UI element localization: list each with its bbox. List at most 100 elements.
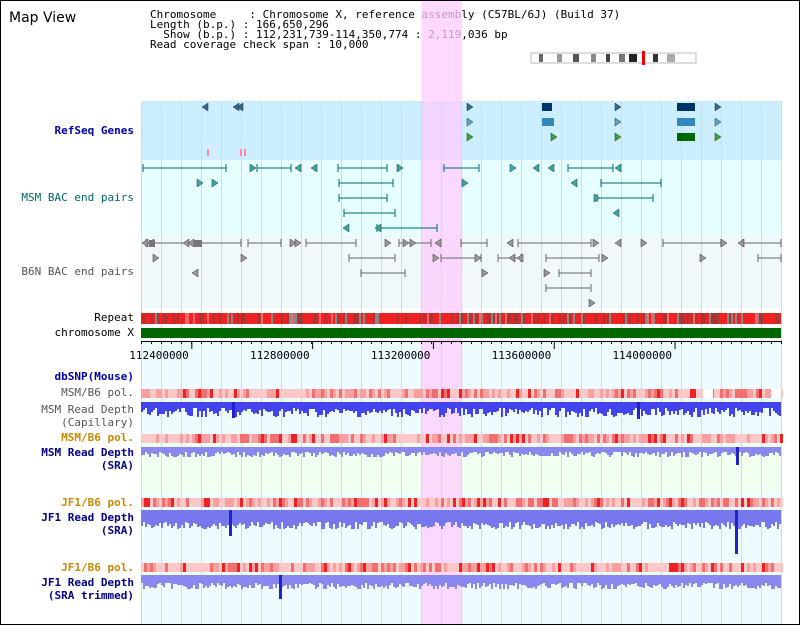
axis-tick-label: 114000000 xyxy=(612,349,672,362)
gene-arrow xyxy=(232,102,240,112)
b6n-bac-arrow xyxy=(402,238,410,248)
b6n-bac-arrow xyxy=(432,253,440,263)
gene-arrow xyxy=(714,102,722,112)
chromosome-ideogram xyxy=(530,51,697,65)
msm-bac-arrow xyxy=(342,223,350,233)
info-length: Length (b.p.) : 166,650,296 xyxy=(150,18,329,31)
gene-arrow xyxy=(236,102,244,112)
b6n-bac-arrow xyxy=(614,238,622,248)
track-label-msm-depth-cap-sub: (Capillary) xyxy=(61,416,134,429)
msm-bac-arrow xyxy=(294,163,302,173)
b6n-bac-arrow xyxy=(434,238,442,248)
track-label-jf1-b6-pol-2[interactable]: JF1/B6 pol. xyxy=(61,561,134,574)
msm-bac-arrow xyxy=(396,163,404,173)
info-coverage-span: Read coverage check span : 10,000 xyxy=(150,38,369,51)
msm-bac-arrow xyxy=(532,163,540,173)
gene-arrow xyxy=(714,117,722,127)
b6n-bac-arrow xyxy=(601,253,609,263)
track-label-jf1-depth-sub: (SRA) xyxy=(100,524,134,537)
b6n-bac-arrow xyxy=(737,238,745,248)
gene-arrow xyxy=(201,102,209,112)
b6n-bac-arrow xyxy=(543,268,551,278)
gene-arrow xyxy=(714,132,722,142)
pol-gap xyxy=(703,389,713,398)
track-label-chromosome[interactable]: chromosome X xyxy=(54,326,134,339)
ideogram-position-marker xyxy=(642,51,645,65)
msm-bac-arrow xyxy=(570,178,578,188)
axis-tick-label: 112800000 xyxy=(250,349,310,362)
ideogram-band xyxy=(619,54,625,62)
b6n-bac-arrow xyxy=(516,253,524,263)
ideogram-band xyxy=(539,54,543,62)
gene-block xyxy=(677,118,695,126)
gene-block xyxy=(677,103,695,111)
ideogram-band xyxy=(557,54,562,62)
gene-arrow xyxy=(614,132,622,142)
b6n-bac-arrow xyxy=(640,238,648,248)
track-label-repeat[interactable]: Repeat xyxy=(94,311,134,324)
b6n-bac-arrow xyxy=(240,253,248,263)
gene-tick xyxy=(207,149,209,156)
msm-bac-arrow xyxy=(547,163,555,173)
track-label-jf1-trim-sub: (SRA trimmed) xyxy=(47,589,134,602)
gene-arrow xyxy=(466,102,474,112)
ideogram-band xyxy=(606,54,610,62)
msm-bac-arrow xyxy=(310,163,318,173)
b6n-bac-arrow xyxy=(191,268,199,278)
ideogram-band xyxy=(667,54,675,62)
b6n-bac-block xyxy=(149,240,155,247)
b6n-bac-arrow xyxy=(384,238,392,248)
track-label-msm-b6-pol-1[interactable]: MSM/B6 pol. xyxy=(61,386,134,399)
repeat-track xyxy=(141,313,781,324)
jf1-b6-pol-strip-2 xyxy=(141,563,783,572)
track-label-refseq[interactable]: RefSeq Genes xyxy=(54,124,134,137)
ideogram-body xyxy=(530,52,697,64)
axis-tick-label: 113600000 xyxy=(492,349,552,362)
chromosome-bar xyxy=(141,328,781,338)
b6n-bac-arrow xyxy=(506,238,514,248)
jf1-b6-pol-strip-1 xyxy=(141,498,783,507)
track-label-dbsnp[interactable]: dbSNP(Mouse) xyxy=(54,370,134,383)
msm-bac-arrow xyxy=(211,178,219,188)
b6n-bac-arrow xyxy=(152,253,160,263)
b6n-bac-arrow xyxy=(720,238,728,248)
refseq-genes xyxy=(207,103,695,156)
location-info: Chromosome : Chromosome X, reference ass… xyxy=(150,9,620,51)
track-label-msm-depth-sra-sub: (SRA) xyxy=(100,459,134,472)
gene-arrow xyxy=(466,117,474,127)
track-label-msm-depth-sra[interactable]: MSM Read Depth xyxy=(41,446,134,459)
gene-block xyxy=(542,103,552,111)
view-title: Map View xyxy=(9,10,77,26)
track-label-jf1-depth[interactable]: JF1 Read Depth xyxy=(41,511,134,524)
b6n-bac-arrow xyxy=(409,238,417,248)
gene-tick xyxy=(240,149,242,156)
gene-arrow xyxy=(550,132,558,142)
axis-tick-label: 113200000 xyxy=(371,349,431,362)
b6n-bac-arrow xyxy=(508,253,516,263)
jf1-depth-sra-trimmed xyxy=(141,575,781,599)
b6n-bac-block xyxy=(194,240,202,247)
b6n-bac-arrow xyxy=(588,298,596,308)
b6n-bac-arrow xyxy=(481,268,489,278)
ideogram-band xyxy=(573,54,579,62)
msm-bac-arrow xyxy=(614,163,622,173)
gene-tick xyxy=(244,149,246,156)
b6n-bac-arrow xyxy=(294,238,302,248)
track-label-jf1-trim[interactable]: JF1 Read Depth xyxy=(41,576,134,589)
axis-tick-label: 112400000 xyxy=(129,349,189,362)
track-label-msm-b6-pol-2[interactable]: MSM/B6 pol. xyxy=(61,431,134,444)
gene-arrow xyxy=(466,132,474,142)
track-label-msm-depth-cap[interactable]: MSM Read Depth xyxy=(41,403,134,416)
msm-bac-arrow xyxy=(249,163,257,173)
ideogram-band xyxy=(591,54,596,62)
msm-depth-sra xyxy=(141,447,781,465)
track-label-b6n-bac[interactable]: B6N BAC end pairs xyxy=(21,265,134,278)
gene-block xyxy=(542,118,554,126)
gene-block xyxy=(677,133,695,141)
msm-depth-capillary xyxy=(141,402,781,419)
track-label-jf1-b6-pol-1[interactable]: JF1/B6 pol. xyxy=(61,496,134,509)
track-label-msm-bac[interactable]: MSM BAC end pairs xyxy=(21,191,134,204)
b6n-bac-arrow xyxy=(699,253,707,263)
